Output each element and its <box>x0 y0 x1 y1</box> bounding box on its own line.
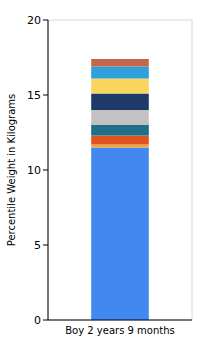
bar-segment <box>91 145 149 148</box>
y-tick-label: 20 <box>27 14 41 27</box>
y-tick <box>43 20 48 21</box>
x-tick-label: Boy 2 years 9 months <box>65 325 175 336</box>
bar-segment <box>91 148 149 321</box>
y-axis-label: Percentile Weight in Kilograms <box>6 94 17 247</box>
bar-segment <box>91 59 149 67</box>
y-tick-label: 5 <box>34 239 41 252</box>
bar-segment <box>91 94 149 111</box>
y-tick <box>43 170 48 171</box>
y-tick <box>43 95 48 96</box>
bar-segment <box>91 136 149 145</box>
y-tick-label: 10 <box>27 164 41 177</box>
x-axis <box>48 320 192 321</box>
bar-segment <box>91 79 149 94</box>
y-tick <box>43 320 48 321</box>
bars <box>91 59 149 320</box>
bar-segment <box>91 125 149 136</box>
y-tick-label: 15 <box>27 89 41 102</box>
y-tick <box>43 245 48 246</box>
y-tick-label: 0 <box>34 314 41 327</box>
bar-segment <box>91 67 149 79</box>
chart: 0 5 10 15 20 Boy 2 years 9 months Percentile W… <box>0 0 200 350</box>
bar-segment <box>91 110 149 125</box>
plot-frame <box>48 20 192 320</box>
